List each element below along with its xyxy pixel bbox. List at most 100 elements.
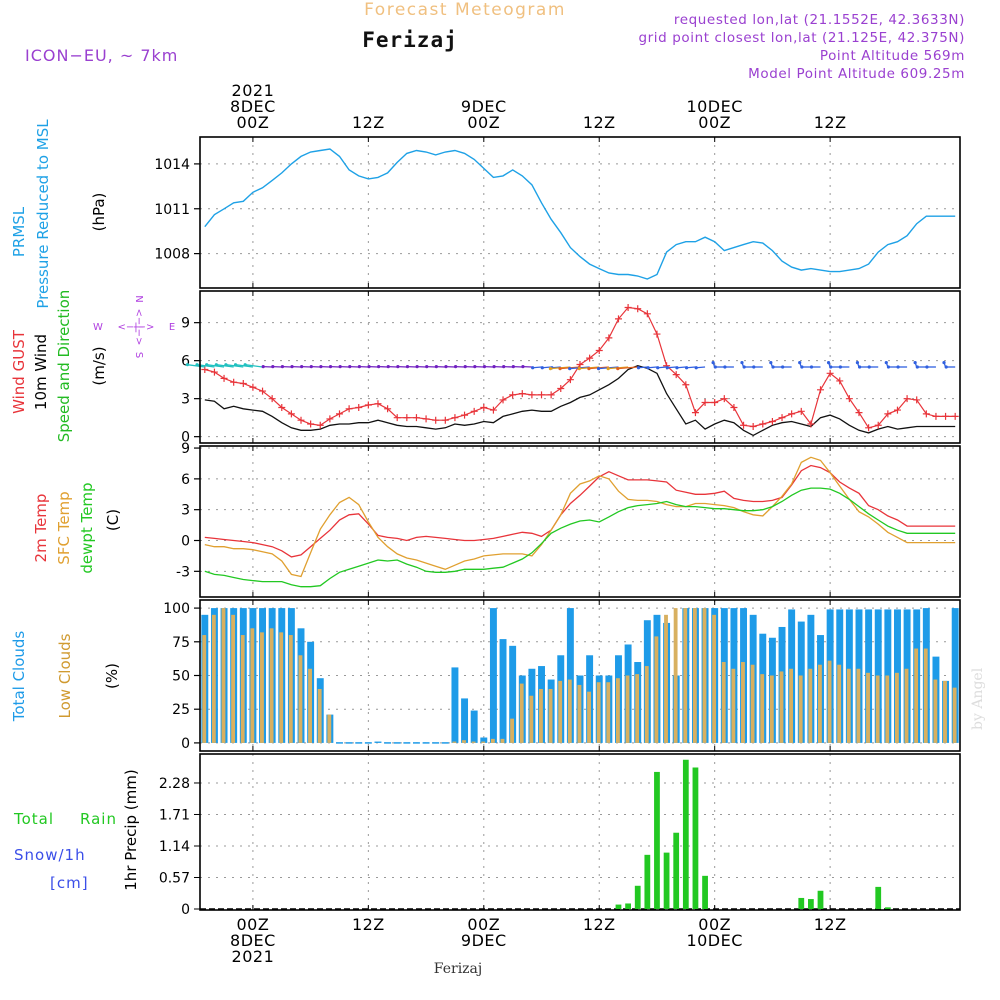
compass-vertical-arrows: <−|−> [133,309,144,346]
prmsl-label: PRMSL [10,206,28,257]
wind-direction-arrowhead [769,360,773,365]
low-clouds-bar [490,738,495,743]
pressure-frame [199,136,961,289]
bottom-time-label: 8DEC [230,931,276,950]
low-clouds-bar [577,684,582,743]
point-altitude: Point Altitude 569m [820,48,965,64]
wind-direction-arrowhead [473,365,477,369]
low-clouds-bar [308,668,312,743]
gust-marker [634,305,642,313]
low-clouds-bar [500,738,505,743]
low-clouds-bar [510,718,515,743]
wind-direction-arrowhead [809,365,814,369]
wind-direction-arrowhead [867,365,871,369]
low-clouds-bar [654,636,659,743]
rain-bar [798,897,805,909]
temperature-panel: -3 0 3 6 9 [176,441,960,597]
bottom-time-label: 12Z [814,915,847,934]
gust-marker [797,407,805,415]
low-clouds-bar [885,675,890,743]
compass-east: E [169,322,175,333]
compass-north: N [133,295,144,302]
wind-direction-arrowhead [205,363,209,367]
gust-marker [220,374,228,382]
total-clouds-bar [480,737,488,743]
y-tick-label: 0 [181,736,190,752]
gust-marker [384,405,392,413]
rain-bar [654,771,660,909]
pressure-label: Pressure Reduced to MSL [34,119,52,309]
gust-marker [297,416,305,424]
low-clouds-bar [548,688,553,743]
wind-direction-arrowhead [309,365,313,369]
wind-direction-arrowhead [195,363,199,367]
low-clouds-bar [818,664,822,743]
gust-marker [268,395,276,403]
y-tick-label: 9 [181,441,190,457]
wind-direction-arrowhead [214,363,218,367]
low-clouds-bar [760,674,765,743]
y-tick-label: 3 [181,392,190,408]
product-title: Forecast Meteogram [364,0,566,20]
bottom-time-label: 2021 [232,947,275,966]
wind-direction-arrowhead [665,366,669,370]
rain-bar [644,854,651,909]
gust-marker [557,385,565,393]
gust-marker [278,404,286,412]
bottom-time-label: 12Z [352,915,385,934]
model-altitude: Model Point Altitude 609.25m [748,66,965,82]
top-time-label: 00Z [467,113,500,132]
sfc-temp-line [204,456,956,578]
low-clouds-bar [635,674,640,743]
clouds-unit-label: (%) [103,663,121,689]
low-clouds-bar [279,632,284,743]
gust-marker [239,379,247,387]
wind-direction-arrowhead [858,365,862,369]
gust-marker [874,421,882,429]
gust-marker [932,412,940,420]
wind-direction-arrowhead [502,365,506,369]
gust-marker [720,395,728,403]
low-clouds-bar [769,675,774,743]
low-clouds-bar [750,664,755,743]
gust-marker [489,406,497,414]
gust-marker [509,391,517,399]
temp-unit-label: (C) [104,509,122,531]
gust-marker [287,410,295,418]
top-time-label: 10DEC [686,97,742,116]
low-clouds-bar [923,648,928,743]
total-clouds-bar [499,639,507,743]
low-clouds-bar [211,614,216,743]
low-clouds-bar [481,741,486,743]
y-tick-label: 1014 [154,157,190,173]
wind-direction-arrowhead [271,365,275,369]
wind-frame [199,290,961,444]
low-clouds-bar [298,655,303,743]
rain-bar [625,903,631,909]
low-clouds-bar [327,714,332,743]
wind-direction-arrowhead [415,365,419,369]
low-clouds-bar [587,691,591,743]
gust-marker [778,414,786,422]
wind-direction-arrowhead [781,365,785,369]
gust-marker [451,414,459,422]
total-clouds-bar [951,608,959,743]
footer-location: Ferizaj [434,961,482,977]
pressure-panel: 1008 1011 1014 [154,137,960,288]
low-clouds-bar [625,675,630,743]
wind-direction-arrowhead [913,360,917,365]
low-clouds-bar [567,679,572,743]
low-clouds-bar [866,672,870,743]
gust-marker [788,410,796,418]
watermark: by Angel [970,667,986,730]
gust-marker [316,421,324,429]
low-clouds-bar [933,679,938,743]
grid-point: grid point closest lon,lat (21.125E, 42.… [638,30,965,46]
low-clouds-bar [539,688,543,743]
gust-marker [259,387,267,395]
rain-bar [692,767,699,909]
gust-marker [345,405,353,413]
wind-direction-arrowhead [577,367,581,371]
wind-direction-arrowhead [838,365,842,369]
gust-marker [951,412,959,420]
